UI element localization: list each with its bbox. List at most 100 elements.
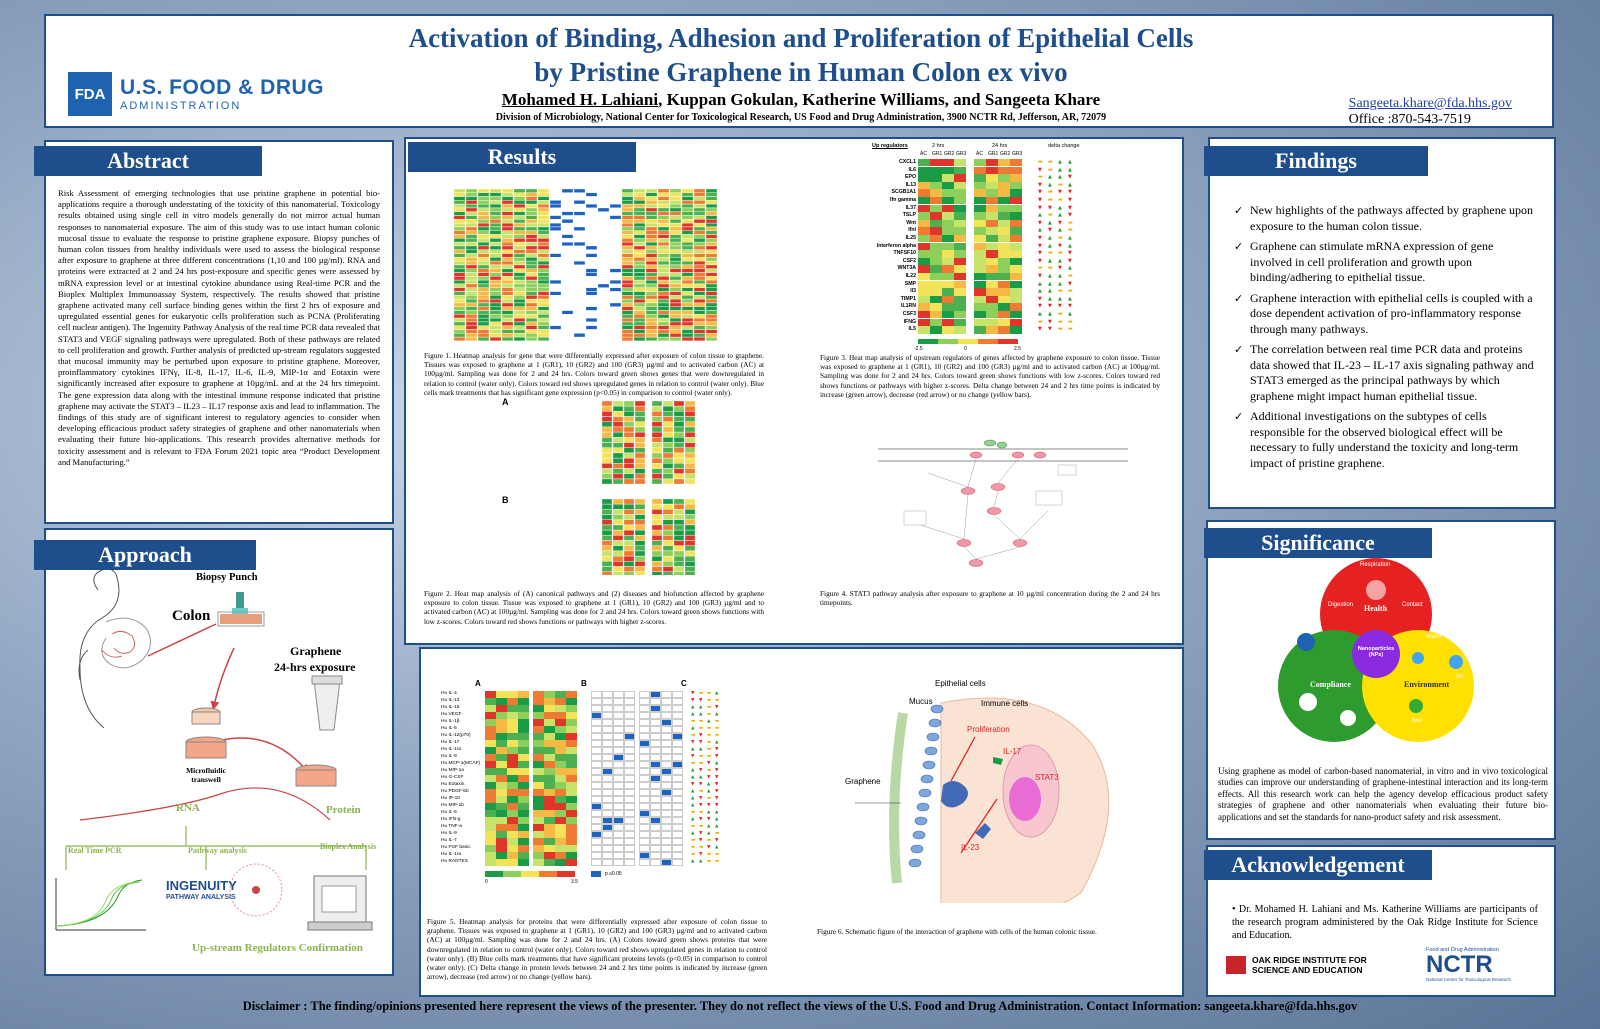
significance-cell (639, 782, 650, 789)
heatmap-cell (930, 303, 942, 311)
significance-cell (672, 733, 683, 740)
heatmap-cell (597, 314, 610, 319)
significance-cell (613, 782, 624, 789)
heatmap-cell (533, 817, 544, 824)
heatmap-cell (693, 310, 706, 315)
heatmap-cell (507, 852, 518, 859)
delta-change-marker: ▼ (1058, 219, 1062, 226)
heatmap-cell (673, 571, 685, 575)
delta-change-marker: ▲ (1068, 159, 1072, 165)
delta-change-marker: ▬ (1068, 273, 1073, 279)
color-scale-label: -2.5 (914, 346, 923, 352)
heatmap-cell (465, 321, 478, 326)
venn-air-label: Air (1456, 674, 1464, 680)
heatmap-cell (623, 524, 635, 531)
heatmap-cell (633, 268, 646, 273)
heatmap-cell (573, 226, 586, 231)
heatmap-cell (612, 437, 624, 443)
delta-change-marker: ▼ (1068, 174, 1072, 181)
heatmap-cell (930, 273, 942, 281)
heatmap-cell (673, 556, 685, 562)
delta-change-marker: ▬ (1048, 212, 1053, 219)
heatmap-cell (549, 215, 562, 220)
heatmap-cell (645, 264, 658, 269)
significance-cell (602, 761, 613, 768)
significance-cell (613, 852, 624, 859)
heatmap-cell (453, 257, 466, 262)
heatmap-cell (974, 174, 986, 182)
heatmap-cell (651, 442, 663, 448)
heatmap-cell (669, 257, 682, 262)
heatmap-cell (496, 733, 507, 740)
heatmap-cell (930, 265, 942, 273)
heatmap-cell (633, 188, 646, 193)
significance-cell (650, 775, 661, 782)
heatmap-cell (623, 442, 635, 448)
heatmap-cell (986, 257, 998, 266)
heatmap-cell (561, 207, 574, 212)
nctr-sub-text: National Center for Toxicological Resear… (1426, 977, 1511, 982)
heatmap-cell (561, 234, 574, 239)
heatmap-cell (1010, 235, 1022, 243)
fig3-group-label: AC (976, 151, 983, 157)
heatmap-cell (601, 432, 613, 438)
heatmap-cell (453, 249, 466, 254)
heatmap-cell (489, 264, 502, 269)
contact-email-link[interactable]: Sangeeta.khare@fda.hhs.gov (1348, 96, 1512, 111)
heatmap-cell (657, 219, 670, 224)
heatmap-cell (986, 318, 998, 326)
delta-change-marker: ▬ (699, 719, 704, 724)
heatmap-cell (601, 561, 613, 567)
significance-cell (650, 803, 661, 810)
heatmap-cell (705, 253, 718, 258)
delta-change-marker: ▬ (707, 852, 712, 857)
heatmap-cell (634, 432, 646, 438)
heatmap-cell (986, 273, 998, 281)
heatmap-cell (705, 249, 718, 254)
heatmap-cell (496, 817, 507, 824)
heatmap-cell (561, 215, 574, 220)
heatmap-cell (453, 321, 466, 326)
delta-change-marker: ▲ (1058, 204, 1062, 211)
heatmap-cell (681, 264, 694, 269)
heatmap-cell (645, 314, 658, 319)
heatmap-cell (705, 295, 718, 300)
heatmap-cell (609, 234, 622, 239)
heatmap-cell (573, 287, 586, 292)
heatmap-cell (489, 299, 502, 303)
heatmap-cell (585, 268, 598, 273)
heatmap-cell (518, 796, 529, 803)
heatmap-cell (555, 803, 566, 810)
significance-cell (613, 712, 624, 719)
heatmap-cell (662, 432, 674, 438)
delta-change-marker: ▼ (1038, 166, 1042, 173)
delta-change-marker: ▲ (699, 747, 703, 752)
delta-change-marker: ▬ (707, 838, 712, 843)
heatmap-cell (633, 245, 646, 250)
heatmap-cell (507, 754, 518, 761)
heatmap-cell (623, 509, 635, 515)
heatmap-cell (544, 698, 555, 705)
delta-change-marker: ▲ (715, 691, 719, 696)
heatmap-cell (489, 192, 502, 197)
heatmap-cell (585, 299, 598, 303)
heatmap-cell (477, 253, 490, 258)
delta-change-marker: ▲ (1048, 219, 1052, 226)
heatmap-cell (651, 530, 663, 536)
heatmap-cell (489, 314, 502, 319)
heatmap-cell (673, 432, 685, 438)
heatmap-cell (453, 223, 466, 227)
significance-cell (602, 852, 613, 859)
heatmap-cell (533, 803, 544, 810)
heatmap-cell (669, 204, 682, 208)
heatmap-cell (496, 796, 507, 803)
delta-change-marker: ▼ (699, 740, 703, 745)
heatmap-cell (465, 238, 478, 243)
heatmap-cell (533, 768, 544, 775)
heatmap-cell (657, 264, 670, 269)
heatmap-cell (645, 333, 658, 338)
delta-change-marker: ▼ (715, 768, 719, 773)
heatmap-cell (645, 215, 658, 220)
heatmap-cell (573, 280, 586, 284)
heatmap-cell (533, 789, 544, 796)
